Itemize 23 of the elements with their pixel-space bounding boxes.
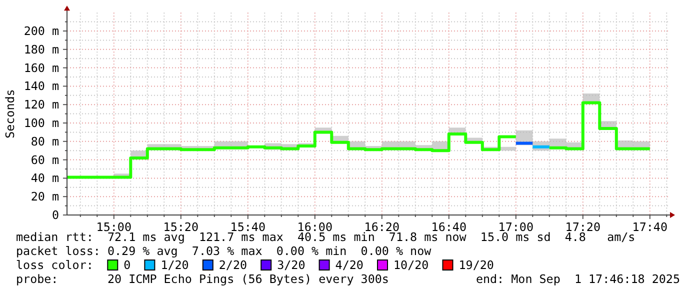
y-axis-title: Seconds [3,89,17,138]
legend-title: loss color: [16,258,94,272]
y-tick-label: 180 m [24,42,59,56]
legend-label: 2/20 [218,258,248,272]
text: packet loss: 0.29 % avg 7.03 % max 0.00 % min 0.00 % now [16,244,432,258]
text: probe: 20 ICMP Echo Pings (56 Bytes) every 300s [16,272,389,286]
y-tick-label: 20 m [30,190,59,204]
y-tick-label: 120 m [24,98,59,112]
y-tick-label: 0 [52,208,59,222]
y-tick-label: 160 m [24,60,59,75]
legend-label: 0 [124,258,131,272]
text: end: Mon Sep 1 17:46:18 2025 [476,272,680,286]
y-tick-label: 80 m [30,134,59,148]
legend-label: 4/20 [335,258,364,272]
y-tick-label: 100 m [24,116,59,130]
y-tick-label: 40 m [30,171,59,186]
y-tick-label: 200 m [24,24,59,38]
y-tick-label: 140 m [24,79,59,94]
y-tick-label: 60 m [30,152,59,167]
legend-label: 10/20 [394,258,429,272]
legend-label: 1/20 [160,258,189,272]
legend-label: 3/20 [277,258,306,272]
legend-label: 19/20 [458,258,494,272]
